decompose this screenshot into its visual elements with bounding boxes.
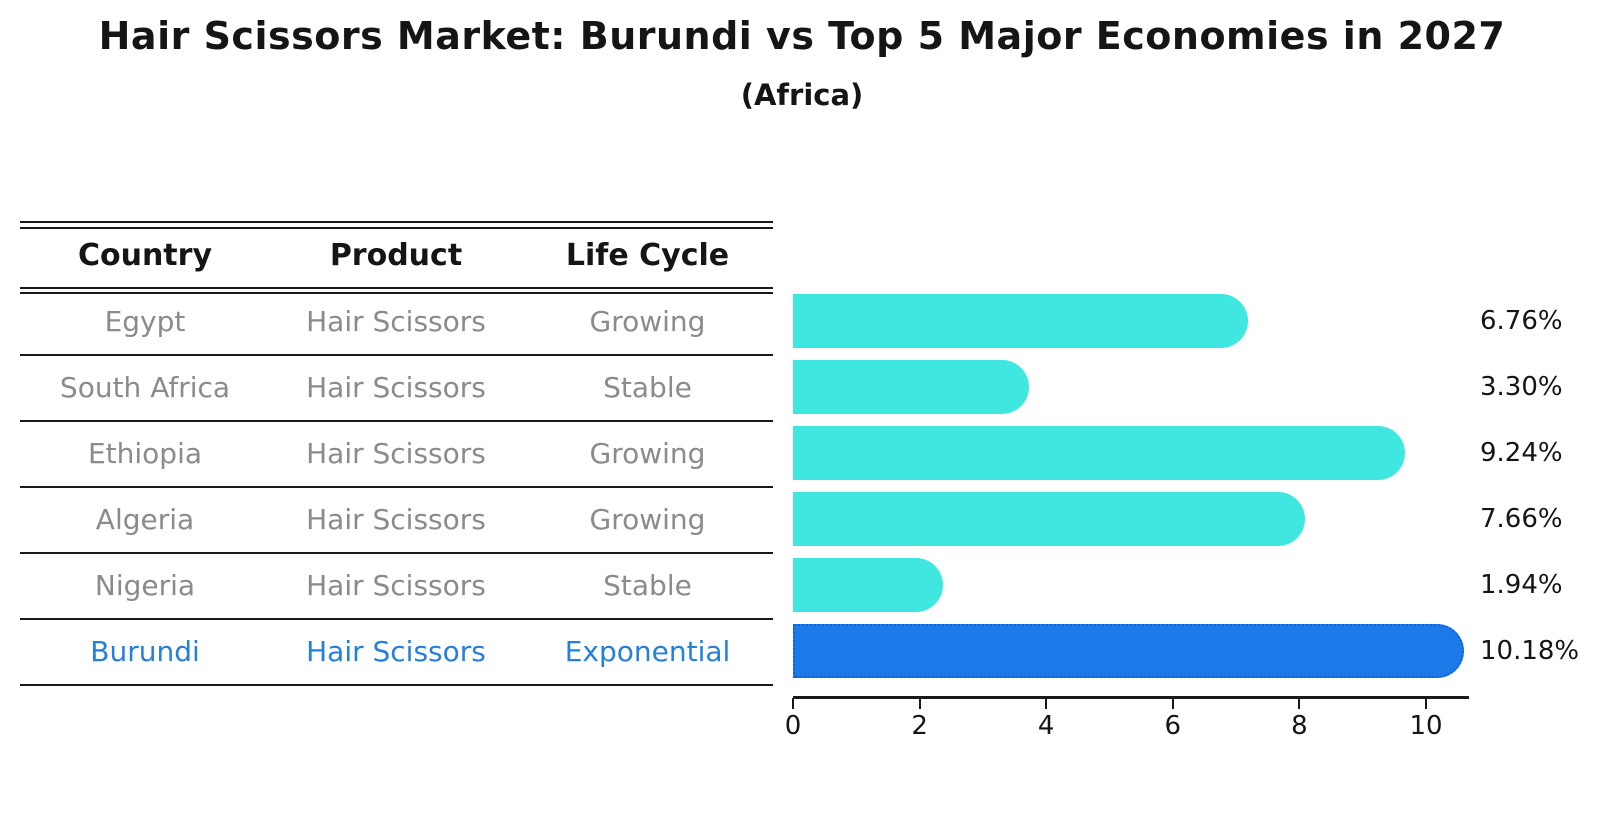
table-horizontal-line — [20, 420, 773, 422]
product-cell: Hair Scissors — [306, 568, 486, 602]
country-cell: South Africa — [59, 370, 231, 404]
table-row-south-africa: South Africa Hair Scissors Stable — [20, 354, 773, 420]
bar-south-africa — [793, 360, 1029, 414]
bar-value-label: 9.24% — [1480, 438, 1563, 468]
product-cell: Hair Scissors — [306, 634, 486, 668]
country-cell: Burundi — [90, 634, 200, 668]
product-cell: Hair Scissors — [306, 502, 486, 536]
column-header-lifecycle: Life Cycle — [565, 237, 730, 273]
x-tick-mark — [1045, 698, 1048, 709]
lifecycle-cell: Growing — [589, 304, 706, 338]
bar-burundi — [793, 624, 1465, 678]
table-horizontal-line — [20, 227, 773, 229]
table-horizontal-line — [20, 552, 773, 554]
chart-title: Hair Scissors Market: Burundi vs Top 5 M… — [98, 14, 1506, 58]
x-tick-mark — [918, 698, 921, 709]
table-horizontal-line — [20, 486, 773, 488]
table-row-nigeria: Nigeria Hair Scissors Stable — [20, 552, 773, 618]
bar-value-label: 1.94% — [1480, 570, 1563, 600]
table-horizontal-line — [20, 618, 773, 620]
country-cell: Nigeria — [94, 568, 196, 602]
table-horizontal-line — [20, 354, 773, 356]
x-tick-label: 4 — [1037, 711, 1055, 741]
x-tick-mark — [1298, 698, 1301, 709]
lifecycle-cell: Growing — [589, 502, 706, 536]
table-row-burundi: Burundi Hair Scissors Exponential — [20, 618, 773, 684]
x-tick-mark — [1425, 698, 1427, 709]
lifecycle-cell: Exponential — [564, 634, 731, 668]
table-horizontal-line — [20, 684, 773, 686]
table-horizontal-line — [20, 292, 773, 294]
table-horizontal-line — [20, 221, 773, 223]
x-axis-line — [793, 696, 1469, 699]
bar-value-label: 7.66% — [1480, 504, 1563, 534]
table-row-algeria: Algeria Hair Scissors Growing — [20, 486, 773, 552]
bar-ethiopia — [793, 426, 1405, 480]
x-tick-mark — [792, 698, 794, 709]
bar-value-label: 10.18% — [1480, 636, 1580, 666]
country-cell: Egypt — [104, 304, 186, 338]
bar-egypt — [793, 294, 1248, 348]
table-row-egypt: Egypt Hair Scissors Growing — [20, 288, 773, 354]
column-header-country: Country — [77, 237, 213, 273]
x-tick-label: 10 — [1409, 711, 1443, 741]
country-cell: Ethiopia — [87, 436, 203, 470]
lifecycle-cell: Growing — [589, 436, 706, 470]
product-cell: Hair Scissors — [306, 304, 486, 338]
chart-subtitle: (Africa) — [740, 78, 864, 112]
product-cell: Hair Scissors — [306, 436, 486, 470]
bar-value-label: 6.76% — [1480, 306, 1563, 336]
lifecycle-cell: Stable — [603, 370, 692, 404]
column-header-product: Product — [329, 237, 463, 273]
x-tick-label: 0 — [784, 711, 802, 741]
x-tick-label: 8 — [1291, 711, 1308, 741]
bar-algeria — [793, 492, 1305, 546]
x-tick-label: 2 — [911, 711, 928, 741]
bar-nigeria — [793, 558, 943, 612]
table-header-row: Country Product Life Cycle — [20, 222, 773, 288]
table-horizontal-line — [20, 287, 773, 289]
bar-value-label: 3.30% — [1480, 372, 1563, 402]
country-cell: Algeria — [95, 502, 195, 536]
x-tick-mark — [1171, 698, 1174, 709]
x-tick-label: 6 — [1164, 711, 1182, 741]
product-cell: Hair Scissors — [306, 370, 486, 404]
lifecycle-cell: Stable — [603, 568, 692, 602]
table-row-ethiopia: Ethiopia Hair Scissors Growing — [20, 420, 773, 486]
